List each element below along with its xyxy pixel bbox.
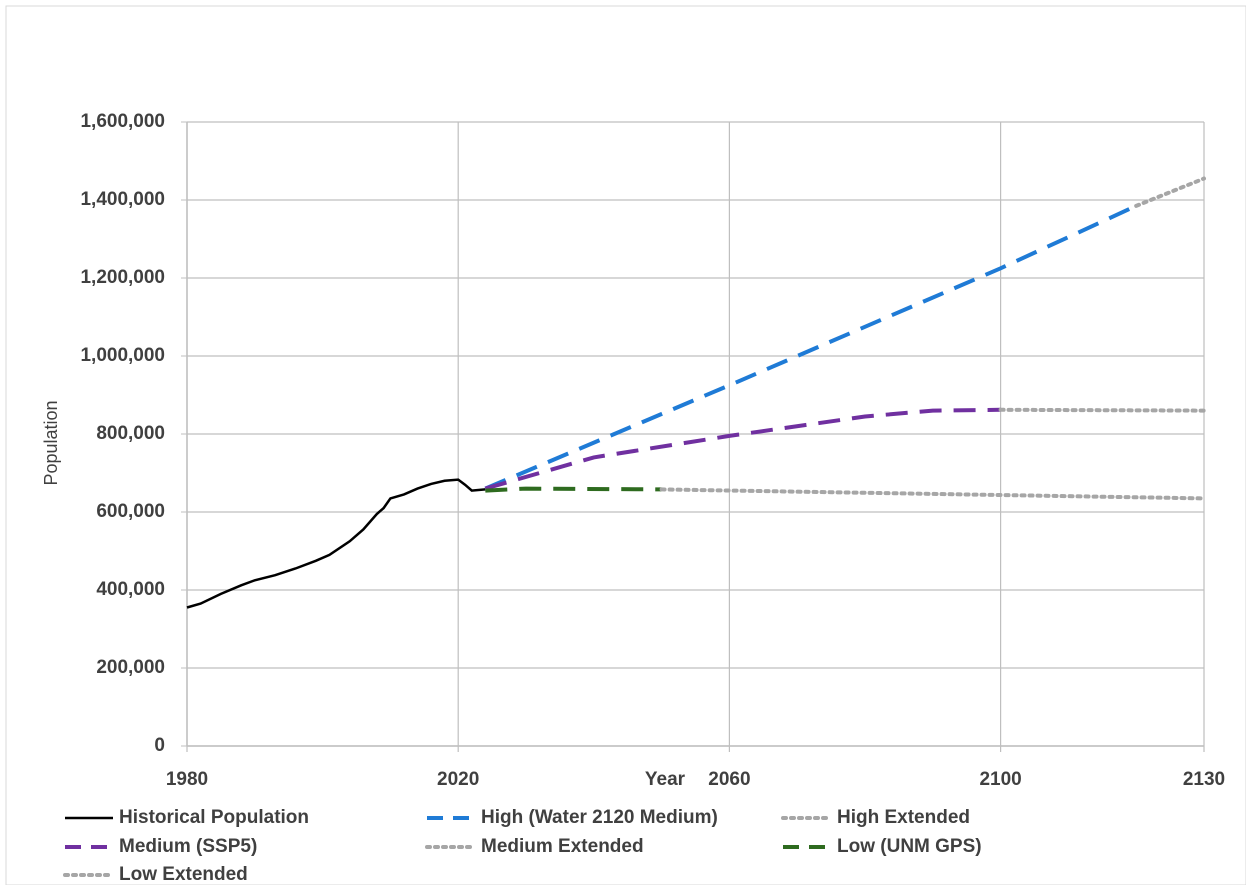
series-line	[659, 487, 1206, 501]
x-tick-label: 2060	[708, 769, 750, 790]
series-line	[485, 486, 662, 493]
legend-label: Low (UNM GPS)	[837, 836, 982, 857]
series-line	[1134, 176, 1206, 208]
x-tick-label: 1980	[166, 769, 208, 790]
x-tick-label: 2020	[437, 769, 479, 790]
legend-label: Medium Extended	[481, 836, 644, 857]
y-tick-label: 1,600,000	[80, 111, 165, 132]
y-tick-label: 400,000	[96, 579, 165, 600]
y-tick-label: 1,200,000	[80, 267, 165, 288]
legend-label: Low Extended	[119, 864, 248, 885]
chart-border	[5, 5, 1246, 885]
x-axis-label: Year	[645, 769, 686, 790]
legend-label: Historical Population	[119, 807, 309, 828]
legend-label: Medium (SSP5)	[119, 836, 257, 857]
legend-label: High (Water 2120 Medium)	[481, 807, 718, 828]
x-tick-label: 2130	[1183, 769, 1225, 790]
y-tick-label: 200,000	[96, 657, 165, 678]
y-tick-label: 600,000	[96, 501, 165, 522]
y-tick-label: 0	[154, 735, 165, 756]
y-tick-label: 800,000	[96, 423, 165, 444]
series-line	[484, 204, 1138, 491]
y-tick-label: 1,400,000	[80, 189, 165, 210]
y-axis-label: Population	[41, 400, 61, 485]
legend-label: High Extended	[837, 807, 970, 828]
x-tick-label: 2100	[979, 769, 1021, 790]
series-line	[484, 407, 1001, 491]
series-line	[998, 407, 1206, 413]
series-line	[186, 478, 486, 609]
y-tick-label: 1,000,000	[80, 345, 165, 366]
